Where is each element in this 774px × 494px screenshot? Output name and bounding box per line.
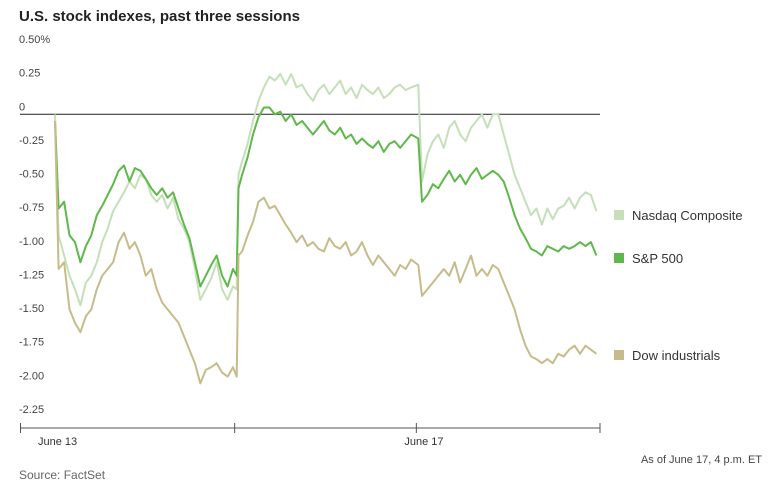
source-note: Source: FactSet <box>19 468 106 482</box>
y-axis: 0.50% 0.25 0 -0.25 -0.50 -0.75 -1.00 -1.25 -1.50… <box>19 34 600 416</box>
series-line-nasdaq-composite <box>54 72 598 307</box>
legend-swatch <box>614 253 624 263</box>
y-tick-label: 0.50% <box>19 34 50 46</box>
y-tick-label: 0.25 <box>19 68 40 80</box>
y-tick-label: -0.25 <box>19 135 44 147</box>
y-tick-label: -1.25 <box>19 269 44 281</box>
y-tick-label: -0.50 <box>19 169 44 181</box>
y-tick-label: -2.00 <box>19 370 44 382</box>
series-line-dow-industrials <box>54 120 597 385</box>
y-tick-label: 0 <box>19 101 25 113</box>
y-tick-label: -1.00 <box>19 236 44 248</box>
legend-label: Nasdaq Composite <box>632 208 743 223</box>
legend-swatch <box>614 350 624 360</box>
as-of-note: As of June 17, 4 p.m. ET <box>640 454 762 466</box>
x-tick-label: June 13 <box>38 436 77 448</box>
y-tick-label: -2.25 <box>19 404 44 416</box>
chart-title: U.S. stock indexes, past three sessions <box>19 8 300 25</box>
legend-label: Dow industrials <box>632 348 721 363</box>
y-tick-label: -1.50 <box>19 303 44 315</box>
series-lines <box>54 72 598 385</box>
x-tick-label: June 17 <box>404 436 443 448</box>
series-line-s-p-500 <box>54 106 598 288</box>
legend: Nasdaq Composite S&P 500 Dow industrials <box>614 208 743 363</box>
y-tick-label: -0.75 <box>19 202 44 214</box>
legend-swatch <box>614 210 624 220</box>
x-axis: June 13 June 17 <box>20 423 601 448</box>
legend-label: S&P 500 <box>632 251 683 266</box>
y-tick-label: -1.75 <box>19 337 44 349</box>
